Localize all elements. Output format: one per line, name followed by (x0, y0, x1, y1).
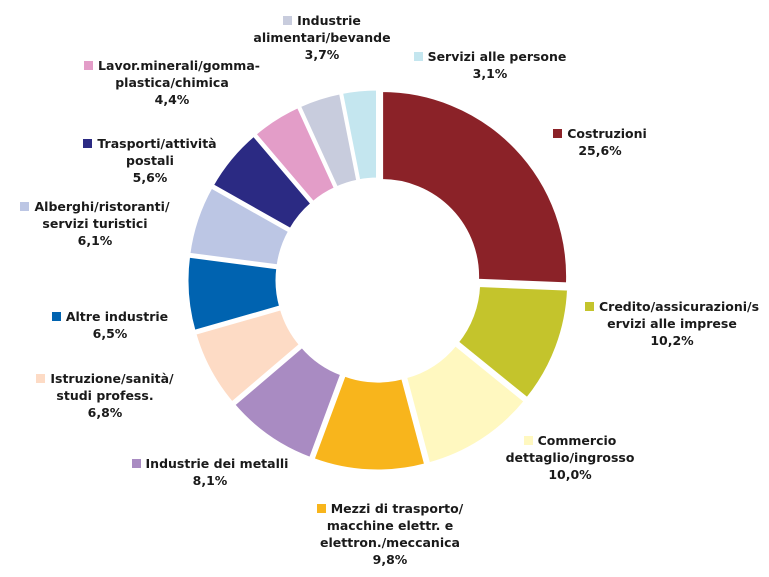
donut-slice (380, 89, 570, 286)
category-label: Industrie dei metalli (145, 456, 289, 471)
value-label: 6,8% (87, 405, 123, 420)
category-label: Commercio dettaglio/ingrosso (505, 433, 635, 465)
legend-swatch (131, 459, 141, 468)
legend-swatch (51, 312, 61, 321)
category-label: Servizi alle persone (427, 49, 567, 64)
legend-swatch (584, 302, 594, 311)
category-label: Trasporti/attività postali (97, 136, 217, 168)
legend-swatch (20, 202, 30, 211)
slice-label: Costruzioni 25,6% (540, 125, 660, 159)
donut-slice (311, 373, 428, 473)
category-label: Credito/assicurazioni/servizi alle impre… (598, 299, 760, 331)
category-label: Istruzione/sanità/ studi profess. (50, 371, 174, 403)
donut-slice (185, 254, 283, 334)
value-label: 3,1% (472, 66, 508, 81)
donut-slice (403, 342, 528, 466)
value-label: 25,6% (578, 143, 622, 158)
legend-swatch (553, 129, 563, 138)
donut-slice (231, 344, 344, 461)
slice-label: Trasporti/attività postali 5,6% (70, 135, 230, 186)
donut-slice (187, 184, 292, 268)
value-label: 6,1% (77, 233, 113, 248)
donut-slice (192, 306, 303, 406)
category-label: Lavor.minerali/gomma-plastica/chimica (98, 58, 260, 90)
slice-label: Istruzione/sanità/ studi profess. 6,8% (20, 370, 190, 421)
legend-swatch (316, 504, 326, 513)
slice-label: Credito/assicurazioni/servizi alle impre… (584, 298, 760, 349)
category-label: Alberghi/ristoranti/ servizi turistici (34, 199, 170, 231)
value-label: 4,4% (154, 92, 190, 107)
donut-slice (210, 132, 315, 232)
category-label: Costruzioni (567, 126, 647, 141)
value-label: 10,0% (548, 467, 592, 482)
slice-label: Alberghi/ristoranti/ servizi turistici 6,… (10, 198, 180, 249)
value-label: 3,7% (304, 47, 340, 62)
value-label: 6,5% (92, 326, 128, 341)
slice-label: Servizi alle persone 3,1% (410, 48, 570, 82)
category-label: Industrie alimentari/bevande (253, 13, 391, 45)
slice-label: Industrie dei metalli 8,1% (120, 455, 300, 489)
legend-swatch (36, 374, 46, 383)
value-label: 5,6% (132, 170, 168, 185)
value-label: 8,1% (192, 473, 228, 488)
slice-label: Altre industrie 6,5% (35, 308, 185, 342)
donut-slice (455, 283, 571, 401)
legend-swatch (523, 436, 533, 445)
legend-swatch (413, 52, 423, 61)
category-label: Altre industrie (65, 309, 169, 324)
legend-swatch (84, 61, 94, 70)
value-label: 10,2% (650, 333, 694, 348)
slice-label: Industrie alimentari/bevande 3,7% (247, 12, 397, 63)
donut-slice (339, 87, 380, 183)
legend-swatch (283, 16, 293, 25)
value-label: 9,8% (372, 552, 408, 567)
slice-label: Commercio dettaglio/ingrosso 10,0% (505, 432, 635, 483)
legend-swatch (83, 139, 93, 148)
category-label: Mezzi di trasporto/ macchine elettr. e e… (320, 501, 464, 550)
slice-label: Mezzi di trasporto/ macchine elettr. e e… (300, 500, 480, 568)
slice-label: Lavor.minerali/gomma-plastica/chimica 4,4… (74, 57, 270, 108)
